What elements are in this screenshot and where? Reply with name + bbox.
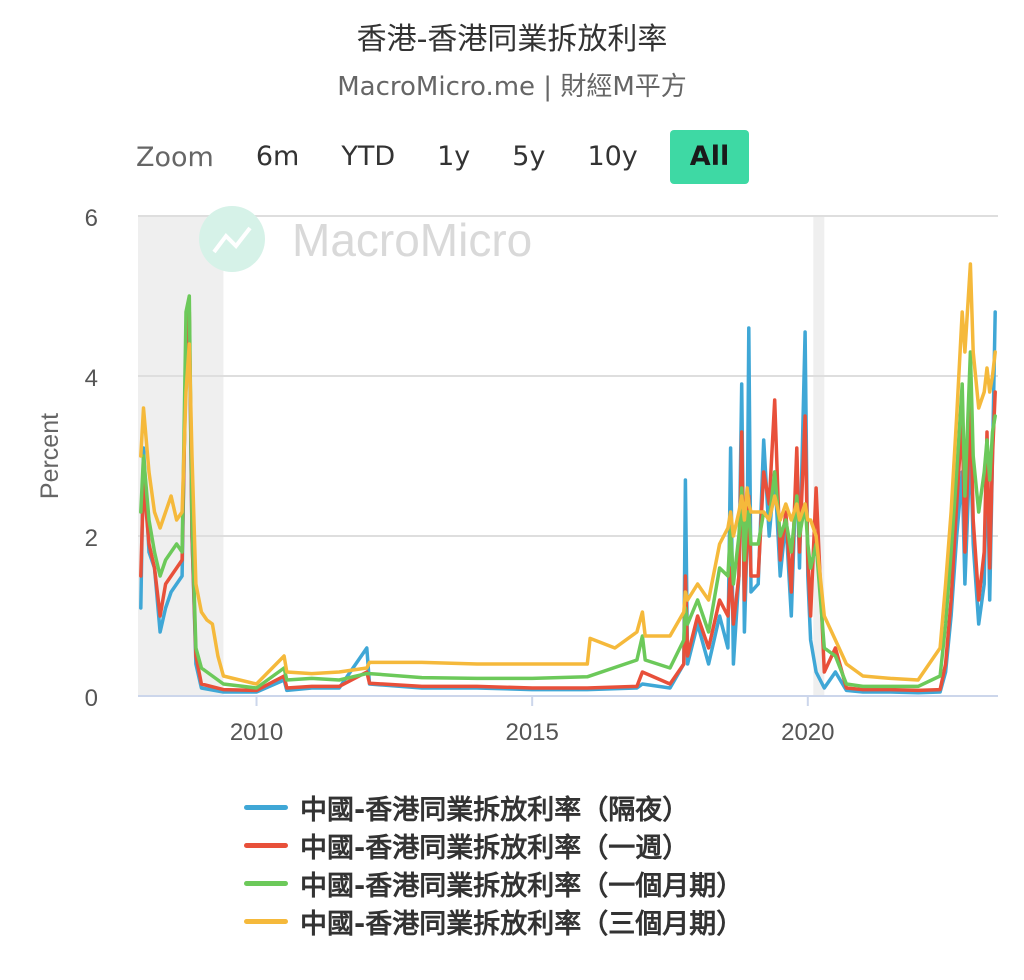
legend-label-3m: 中國-香港同業拆放利率（三個月期） (300, 908, 744, 940)
legend-swatch-1m (244, 880, 288, 886)
y-axis-label: Percent (36, 413, 64, 499)
y-tick-label: 2 (85, 525, 98, 552)
series-line-1 (139, 310, 997, 693)
watermark-logo-mark (212, 226, 252, 254)
series-line-0 (139, 310, 997, 695)
legend-item-3m[interactable]: 中國-香港同業拆放利率（三個月期） (244, 902, 743, 940)
legend-label-overnight: 中國-香港同業拆放利率（隔夜） (300, 794, 690, 826)
legend-label-1w: 中國-香港同業拆放利率（一週） (300, 832, 690, 864)
legend-item-1w[interactable]: 中國-香港同業拆放利率（一週） (244, 826, 743, 864)
zoom-label: Zoom (136, 141, 214, 173)
x-tick-label: 2010 (230, 719, 283, 746)
zoom-1y-button[interactable]: 1y (437, 141, 471, 172)
zoom-ytd-button[interactable]: YTD (341, 141, 396, 172)
zoom-all-button[interactable]: All (669, 130, 750, 184)
zoom-6m-button[interactable]: 6m (255, 141, 300, 172)
legend: 中國-香港同業拆放利率（隔夜） 中國-香港同業拆放利率（一週） 中國-香港同業拆… (244, 788, 743, 940)
zoom-10y-button[interactable]: 10y (587, 141, 638, 172)
legend-item-1m[interactable]: 中國-香港同業拆放利率（一個月期） (244, 864, 743, 902)
line-chart: 0 2 4 6 2010 2015 2020 Percent MacroMicro (36, 205, 998, 746)
y-tick-label: 6 (85, 205, 98, 232)
zoom-bar: Zoom 6m YTD 1y 5y 10y All (136, 130, 771, 184)
legend-item-overnight[interactable]: 中國-香港同業拆放利率（隔夜） (244, 788, 743, 826)
chart-title: 香港-香港同業拆放利率 (356, 22, 668, 57)
legend-swatch-3m (244, 918, 288, 924)
legend-swatch-1w (244, 842, 288, 848)
series-line-2 (139, 294, 997, 690)
chart-subtitle: MacroMicro.me | 財經M平方 (337, 72, 687, 102)
legend-label-1m: 中國-香港同業拆放利率（一個月期） (300, 870, 744, 902)
series-line-3 (139, 262, 997, 686)
x-tick-label: 2015 (505, 719, 558, 746)
shaded-period (813, 216, 825, 696)
shaded-period (138, 216, 224, 696)
legend-swatch-overnight (244, 804, 288, 810)
x-tick-label: 2020 (781, 719, 834, 746)
y-tick-label: 4 (85, 365, 98, 392)
y-tick-label: 0 (85, 685, 98, 712)
zoom-5y-button[interactable]: 5y (512, 141, 546, 172)
watermark-text: MacroMicro (292, 214, 532, 266)
watermark-logo-icon (199, 206, 265, 272)
